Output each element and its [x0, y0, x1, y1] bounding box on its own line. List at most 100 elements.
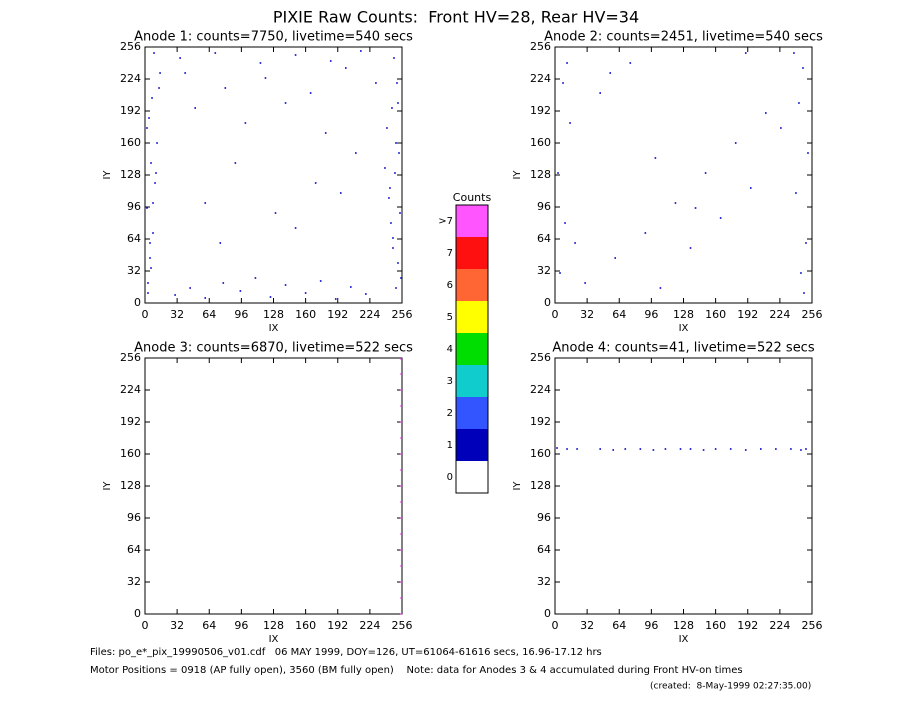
y-tick-label: 96 — [537, 511, 551, 524]
data-point — [400, 358, 402, 360]
data-point — [153, 52, 155, 54]
data-point — [319, 280, 322, 282]
data-point — [599, 92, 601, 94]
color-swatch — [456, 365, 488, 397]
data-point — [324, 132, 327, 134]
data-point — [391, 107, 393, 109]
data-point — [392, 247, 394, 249]
data-point — [400, 389, 402, 391]
x-tick-label: 256 — [392, 308, 413, 321]
data-point — [234, 162, 237, 164]
x-tick-label: 128 — [673, 308, 694, 321]
data-point — [393, 57, 395, 59]
data-point — [219, 242, 222, 244]
y-tick-label: 64 — [127, 232, 141, 245]
color-swatch — [456, 333, 488, 365]
x-tick-label: 0 — [552, 308, 559, 321]
data-point — [150, 162, 152, 164]
y-axis-label: IY — [512, 481, 523, 491]
data-point — [155, 172, 157, 174]
data-point — [652, 449, 655, 451]
y-tick-label: 0 — [544, 296, 551, 309]
x-tick-label: 224 — [769, 619, 790, 632]
data-point — [179, 57, 181, 59]
data-point — [798, 102, 800, 104]
x-tick-label: 0 — [552, 619, 559, 632]
y-tick-label: 96 — [537, 200, 551, 213]
data-point — [400, 453, 402, 455]
x-tick-label: 256 — [802, 619, 823, 632]
y-tick-label: 192 — [530, 104, 551, 117]
data-point — [674, 202, 677, 204]
x-axis-label: IX — [269, 323, 279, 334]
data-point — [339, 192, 342, 194]
y-tick-label: 128 — [530, 479, 551, 492]
x-tick-label: 160 — [295, 308, 316, 321]
data-point — [184, 72, 186, 74]
data-point — [400, 597, 402, 599]
data-point — [397, 262, 399, 264]
y-axis-label: IY — [102, 481, 113, 491]
data-point — [294, 227, 297, 229]
data-point — [360, 50, 362, 52]
x-tick-label: 160 — [705, 308, 726, 321]
x-tick-label: 64 — [612, 308, 626, 321]
y-tick-label: 256 — [120, 351, 141, 364]
data-point — [147, 282, 149, 284]
data-point — [375, 82, 377, 84]
x-tick-label: 160 — [705, 619, 726, 632]
data-point — [189, 287, 191, 289]
y-tick-label: 256 — [120, 40, 141, 53]
x-tick-label: 32 — [580, 308, 594, 321]
data-point — [400, 549, 402, 551]
y-tick-label: 224 — [530, 72, 551, 85]
x-tick-label: 32 — [170, 619, 184, 632]
data-point — [314, 182, 317, 184]
data-point — [584, 282, 586, 284]
data-point — [793, 52, 795, 54]
data-point — [795, 192, 797, 194]
y-tick-label: 32 — [127, 264, 141, 277]
color-swatch — [456, 301, 488, 333]
data-point — [654, 157, 657, 159]
x-tick-label: 256 — [392, 619, 413, 632]
footer-created: (created: 8-May-1999 02:27:35.00) — [650, 682, 811, 692]
data-point — [574, 242, 576, 244]
data-point — [389, 187, 391, 189]
y-tick-label: 192 — [530, 415, 551, 428]
x-tick-label: 256 — [802, 308, 823, 321]
data-point — [174, 294, 176, 296]
data-point — [576, 448, 578, 450]
data-point — [396, 82, 398, 84]
panel-title: Anode 4: counts=41, livetime=522 secs — [552, 341, 814, 356]
color-swatch — [456, 269, 488, 301]
data-point — [569, 122, 571, 124]
x-axis-label: IX — [679, 634, 689, 645]
data-point — [760, 448, 762, 450]
data-point — [400, 613, 402, 615]
y-tick-label: 96 — [127, 511, 141, 524]
data-point — [390, 222, 392, 224]
x-tick-label: 128 — [673, 619, 694, 632]
x-tick-label: 224 — [769, 308, 790, 321]
data-point — [156, 142, 158, 144]
color-swatch — [456, 429, 488, 461]
x-tick-label: 64 — [202, 308, 216, 321]
y-axis-label: IY — [512, 170, 523, 180]
data-point — [400, 485, 402, 487]
data-point — [614, 257, 617, 259]
x-tick-label: 192 — [737, 619, 758, 632]
data-point — [629, 62, 632, 64]
data-point — [775, 448, 777, 450]
data-point — [269, 296, 272, 298]
data-point — [800, 272, 802, 274]
data-point — [224, 87, 227, 89]
plot-frame — [144, 46, 403, 304]
x-tick-label: 192 — [327, 619, 348, 632]
data-point — [689, 448, 692, 450]
x-axis-label: IX — [269, 634, 279, 645]
data-point — [400, 373, 402, 375]
plot-frame — [554, 46, 813, 304]
data-point — [805, 448, 807, 450]
data-point — [398, 152, 400, 154]
